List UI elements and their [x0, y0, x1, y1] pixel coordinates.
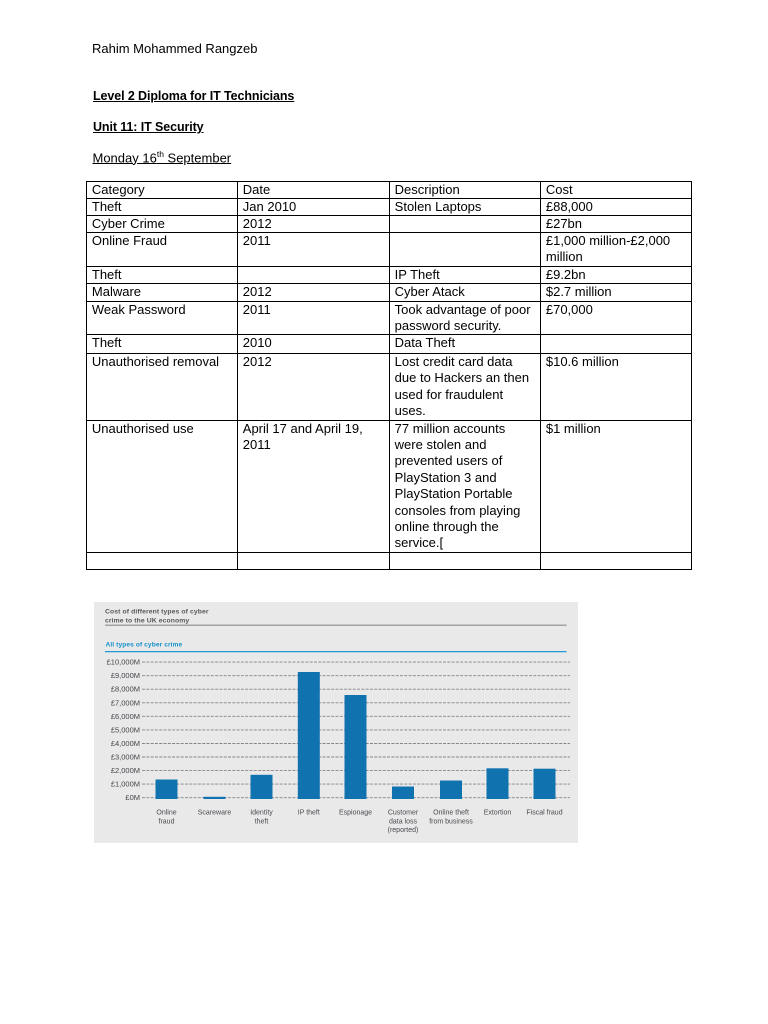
svg-text:from business: from business [429, 818, 473, 825]
svg-text:Espionage: Espionage [339, 809, 372, 816]
svg-text:£2,000M: £2,000M [111, 766, 140, 775]
svg-text:£7,000M: £7,000M [111, 698, 140, 707]
svg-text:theft: theft [255, 818, 269, 825]
svg-text:(reported): (reported) [388, 826, 419, 833]
svg-text:£4,000M: £4,000M [111, 739, 140, 748]
svg-text:£1,000M: £1,000M [111, 779, 140, 788]
svg-text:£5,000M: £5,000M [111, 725, 140, 734]
svg-text:IP theft: IP theft [298, 809, 320, 816]
svg-text:fraud: fraud [159, 818, 175, 825]
svg-text:£6,000M: £6,000M [111, 711, 140, 720]
svg-text:data loss: data loss [389, 818, 418, 825]
svg-text:£0M: £0M [125, 793, 140, 802]
svg-text:Extortion: Extortion [484, 809, 512, 816]
svg-text:Online theft: Online theft [433, 809, 469, 816]
svg-text:Online: Online [156, 809, 176, 816]
svg-text:Identity: Identity [250, 809, 273, 816]
svg-text:£10,000M: £10,000M [107, 657, 140, 666]
svg-text:Scareware: Scareware [198, 809, 232, 816]
svg-text:£8,000M: £8,000M [111, 684, 140, 693]
svg-text:All types of cyber crime: All types of cyber crime [106, 641, 183, 648]
svg-text:Cost of different types of cyb: Cost of different types of cyber [105, 608, 209, 615]
svg-text:crime to the UK economy: crime to the UK economy [105, 617, 189, 624]
svg-text:£3,000M: £3,000M [111, 752, 140, 761]
svg-text:Fiscal fraud: Fiscal fraud [526, 809, 562, 816]
svg-text:£9,000M: £9,000M [111, 671, 140, 680]
svg-text:Customer: Customer [388, 809, 419, 816]
